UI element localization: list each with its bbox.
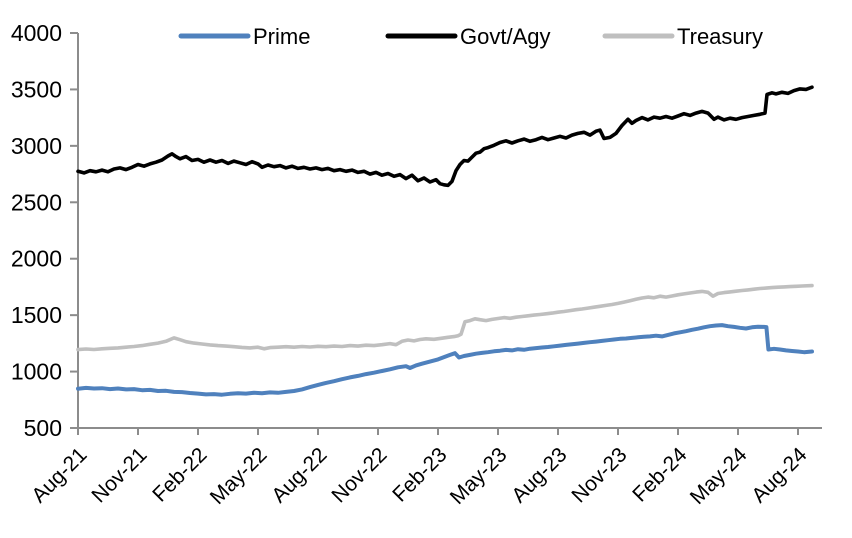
y-axis-tick-label: 3500 [11,76,62,102]
y-axis-tick-label: 1000 [11,359,62,385]
y-axis: 4000 3500 3000 2500 2000 1500 1000 500 [11,20,78,441]
x-axis-tick-label: Nov-21 [87,443,151,507]
y-axis-tick-label: 4000 [11,20,62,46]
legend-label-prime: Prime [253,24,310,49]
legend-label-treasury: Treasury [677,24,763,49]
x-axis-tick-label: Aug-23 [507,443,571,507]
prime-series-line [76,323,814,397]
y-axis-tick-label: 500 [24,415,62,441]
govt-agy-series-line [76,85,814,188]
x-axis-tick-label: Aug-22 [267,443,331,507]
y-axis-tick-label: 1500 [11,302,62,328]
x-axis-tick-label: Nov-23 [567,443,631,507]
x-axis-tick-label: May-24 [686,443,752,509]
plot-area [76,85,814,397]
x-axis-tick-label: Feb-24 [628,443,692,507]
y-axis-tick-label: 2000 [11,246,62,272]
x-axis-tick-label: Aug-21 [27,443,91,507]
chart-legend: Prime Govt/Agy Treasury [178,24,763,49]
legend-label-govt-agy: Govt/Agy [460,24,550,49]
legend-item-prime: Prime [178,24,310,49]
x-axis-tick-label: May-22 [206,443,272,509]
x-axis-tick-label: Feb-22 [148,443,211,506]
y-axis-tick-label: 2500 [11,189,62,215]
x-axis: Aug-21Nov-21Feb-22May-22Aug-22Nov-22Feb-… [27,428,812,509]
x-axis-tick-label: May-23 [446,443,512,509]
x-axis-tick-label: Aug-24 [747,443,811,507]
legend-item-govt-agy: Govt/Agy [385,24,550,49]
legend-item-treasury: Treasury [602,24,763,49]
x-axis-tick-label: Feb-23 [388,443,451,506]
treasury-series-line [76,283,814,352]
y-axis-tick-label: 3000 [11,133,62,159]
x-axis-tick-label: Nov-22 [327,443,391,507]
